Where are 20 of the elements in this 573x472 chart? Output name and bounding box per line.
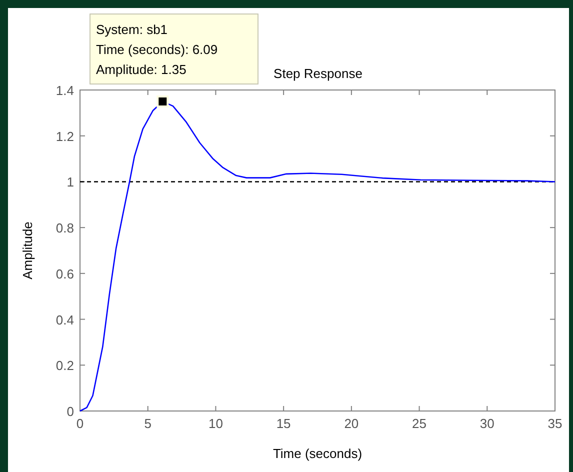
annotation: System: sb1 Time (seconds): 6.09 Amplitude: 1.35 [96, 22, 218, 77]
x-tick-label: 30 [480, 416, 494, 431]
y-tick-label: 0.8 [56, 220, 74, 236]
x-tick-label: 10 [208, 416, 223, 431]
x-tick-label: 0 [76, 416, 84, 431]
y-tick-label: 1.4 [56, 83, 74, 98]
y-tick-label: 1.2 [56, 128, 74, 144]
x-axis-title: Time (seconds) [272, 446, 362, 461]
y-tick-label: 0.4 [56, 312, 74, 328]
y-tick-label: 0.6 [56, 266, 74, 282]
x-tick-label: 15 [276, 416, 291, 431]
y-tick-label: 1 [66, 174, 74, 190]
y-tick-label: 0 [66, 404, 74, 419]
y-axis-title: Amplitude [20, 222, 35, 280]
x-tick-label: 35 [548, 416, 562, 431]
x-tick-label: 20 [344, 416, 359, 431]
x-tick-label: 5 [144, 416, 152, 431]
y-tick-label: 0.2 [56, 358, 74, 374]
chart-title: Step Response [274, 66, 362, 81]
x-tick-label: 25 [412, 416, 427, 431]
